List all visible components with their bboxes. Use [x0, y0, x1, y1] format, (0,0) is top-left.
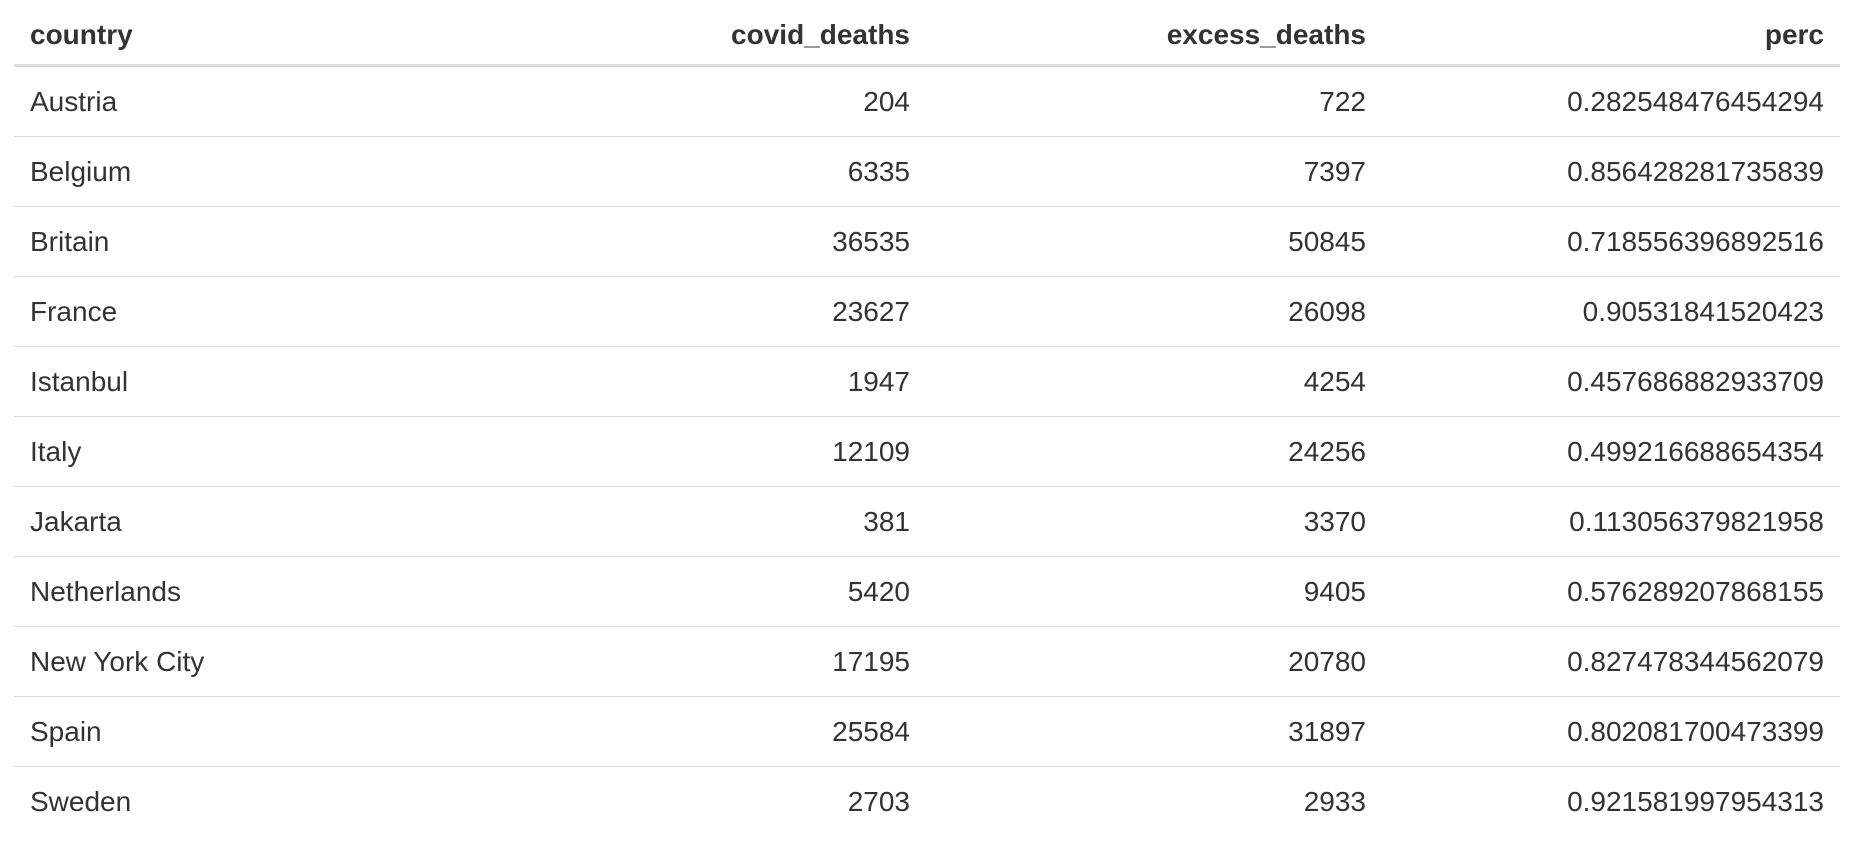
table-row: Britain 36535 50845 0.718556396892516: [14, 206, 1840, 277]
cell-country: Belgium: [14, 136, 470, 207]
table-row: Istanbul 1947 4254 0.457686882933709: [14, 346, 1840, 417]
data-table: country covid_deaths excess_deaths perc …: [14, 6, 1840, 836]
cell-perc: 0.113056379821958: [1382, 486, 1840, 557]
cell-excess-deaths: 20780: [926, 626, 1382, 697]
cell-perc: 0.856428281735839: [1382, 136, 1840, 207]
cell-country: Sweden: [30, 785, 132, 817]
cell-covid-deaths: 36535: [470, 206, 926, 277]
cell-covid-deaths: 23627: [470, 276, 926, 347]
cell-perc: 0.827478344562079: [1382, 626, 1840, 697]
header-row: country covid_deaths excess_deaths perc: [14, 6, 1840, 67]
cell-covid-deaths: 25584: [470, 696, 926, 767]
cell-excess-deaths: 2933: [1303, 785, 1366, 817]
cell-excess-deaths: 722: [926, 65, 1382, 137]
column-header-perc: perc: [1382, 6, 1840, 67]
table-row: New York City 17195 20780 0.827478344562079: [14, 626, 1840, 697]
table-row: Jakarta 381 3370 0.113056379821958: [14, 486, 1840, 557]
cell-country: Istanbul: [14, 346, 470, 417]
column-header-country: country: [14, 6, 470, 67]
cell-covid-deaths: 1947: [470, 346, 926, 417]
data-table-container: country covid_deaths excess_deaths perc …: [14, 6, 1840, 836]
cell-country: France: [14, 276, 470, 347]
cell-country: Spain: [14, 696, 470, 767]
cell-covid-deaths: 6335: [470, 136, 926, 207]
cell-covid-deaths: 5420: [470, 556, 926, 627]
cell-perc: 0.802081700473399: [1382, 696, 1840, 767]
cell-perc: 0.921581997954313: [1567, 785, 1824, 817]
cell-excess-deaths: 4254: [926, 346, 1382, 417]
column-header-excess-deaths: excess_deaths: [926, 6, 1382, 67]
cell-excess-deaths: 26098: [926, 276, 1382, 347]
cell-excess-deaths: 31897: [926, 696, 1382, 767]
cell-perc: 0.282548476454294: [1382, 65, 1840, 137]
table-row: Netherlands 5420 9405 0.576289207868155: [14, 556, 1840, 627]
cell-country: Austria: [14, 65, 470, 137]
column-header-covid-deaths: covid_deaths: [470, 6, 926, 67]
cell-excess-deaths: 24256: [926, 416, 1382, 487]
table-row: Austria 204 722 0.282548476454294: [14, 65, 1840, 137]
table-row: Spain 25584 31897 0.802081700473399: [14, 696, 1840, 767]
cell-excess-deaths: 7397: [926, 136, 1382, 207]
cell-covid-deaths: 12109: [470, 416, 926, 487]
cell-excess-deaths: 50845: [926, 206, 1382, 277]
cell-country: Italy: [14, 416, 470, 487]
cell-perc: 0.90531841520423: [1382, 276, 1840, 347]
table-header: country covid_deaths excess_deaths perc: [14, 6, 1840, 67]
table-body: Austria 204 722 0.282548476454294 Belgium 633…: [14, 65, 1840, 837]
cell-country: New York City: [14, 626, 470, 697]
cell-covid-deaths: 2703: [847, 785, 910, 817]
cell-country: Britain: [14, 206, 470, 277]
cell-country: Netherlands: [14, 556, 470, 627]
cell-covid-deaths: 17195: [470, 626, 926, 697]
table-row: Belgium 6335 7397 0.856428281735839: [14, 136, 1840, 207]
cell-excess-deaths: 3370: [926, 486, 1382, 557]
table-row: Italy 12109 24256 0.499216688654354: [14, 416, 1840, 487]
cell-perc: 0.499216688654354: [1382, 416, 1840, 487]
table-row: Sweden 2703 2933 0.921581997954313: [14, 767, 1840, 837]
cell-covid-deaths: 204: [470, 65, 926, 137]
cell-covid-deaths: 381: [470, 486, 926, 557]
cell-country: Jakarta: [14, 486, 470, 557]
cell-perc: 0.457686882933709: [1382, 346, 1840, 417]
table-row: France 23627 26098 0.90531841520423: [14, 276, 1840, 347]
cell-excess-deaths: 9405: [926, 556, 1382, 627]
cell-perc: 0.576289207868155: [1382, 556, 1840, 627]
cell-perc: 0.718556396892516: [1382, 206, 1840, 277]
